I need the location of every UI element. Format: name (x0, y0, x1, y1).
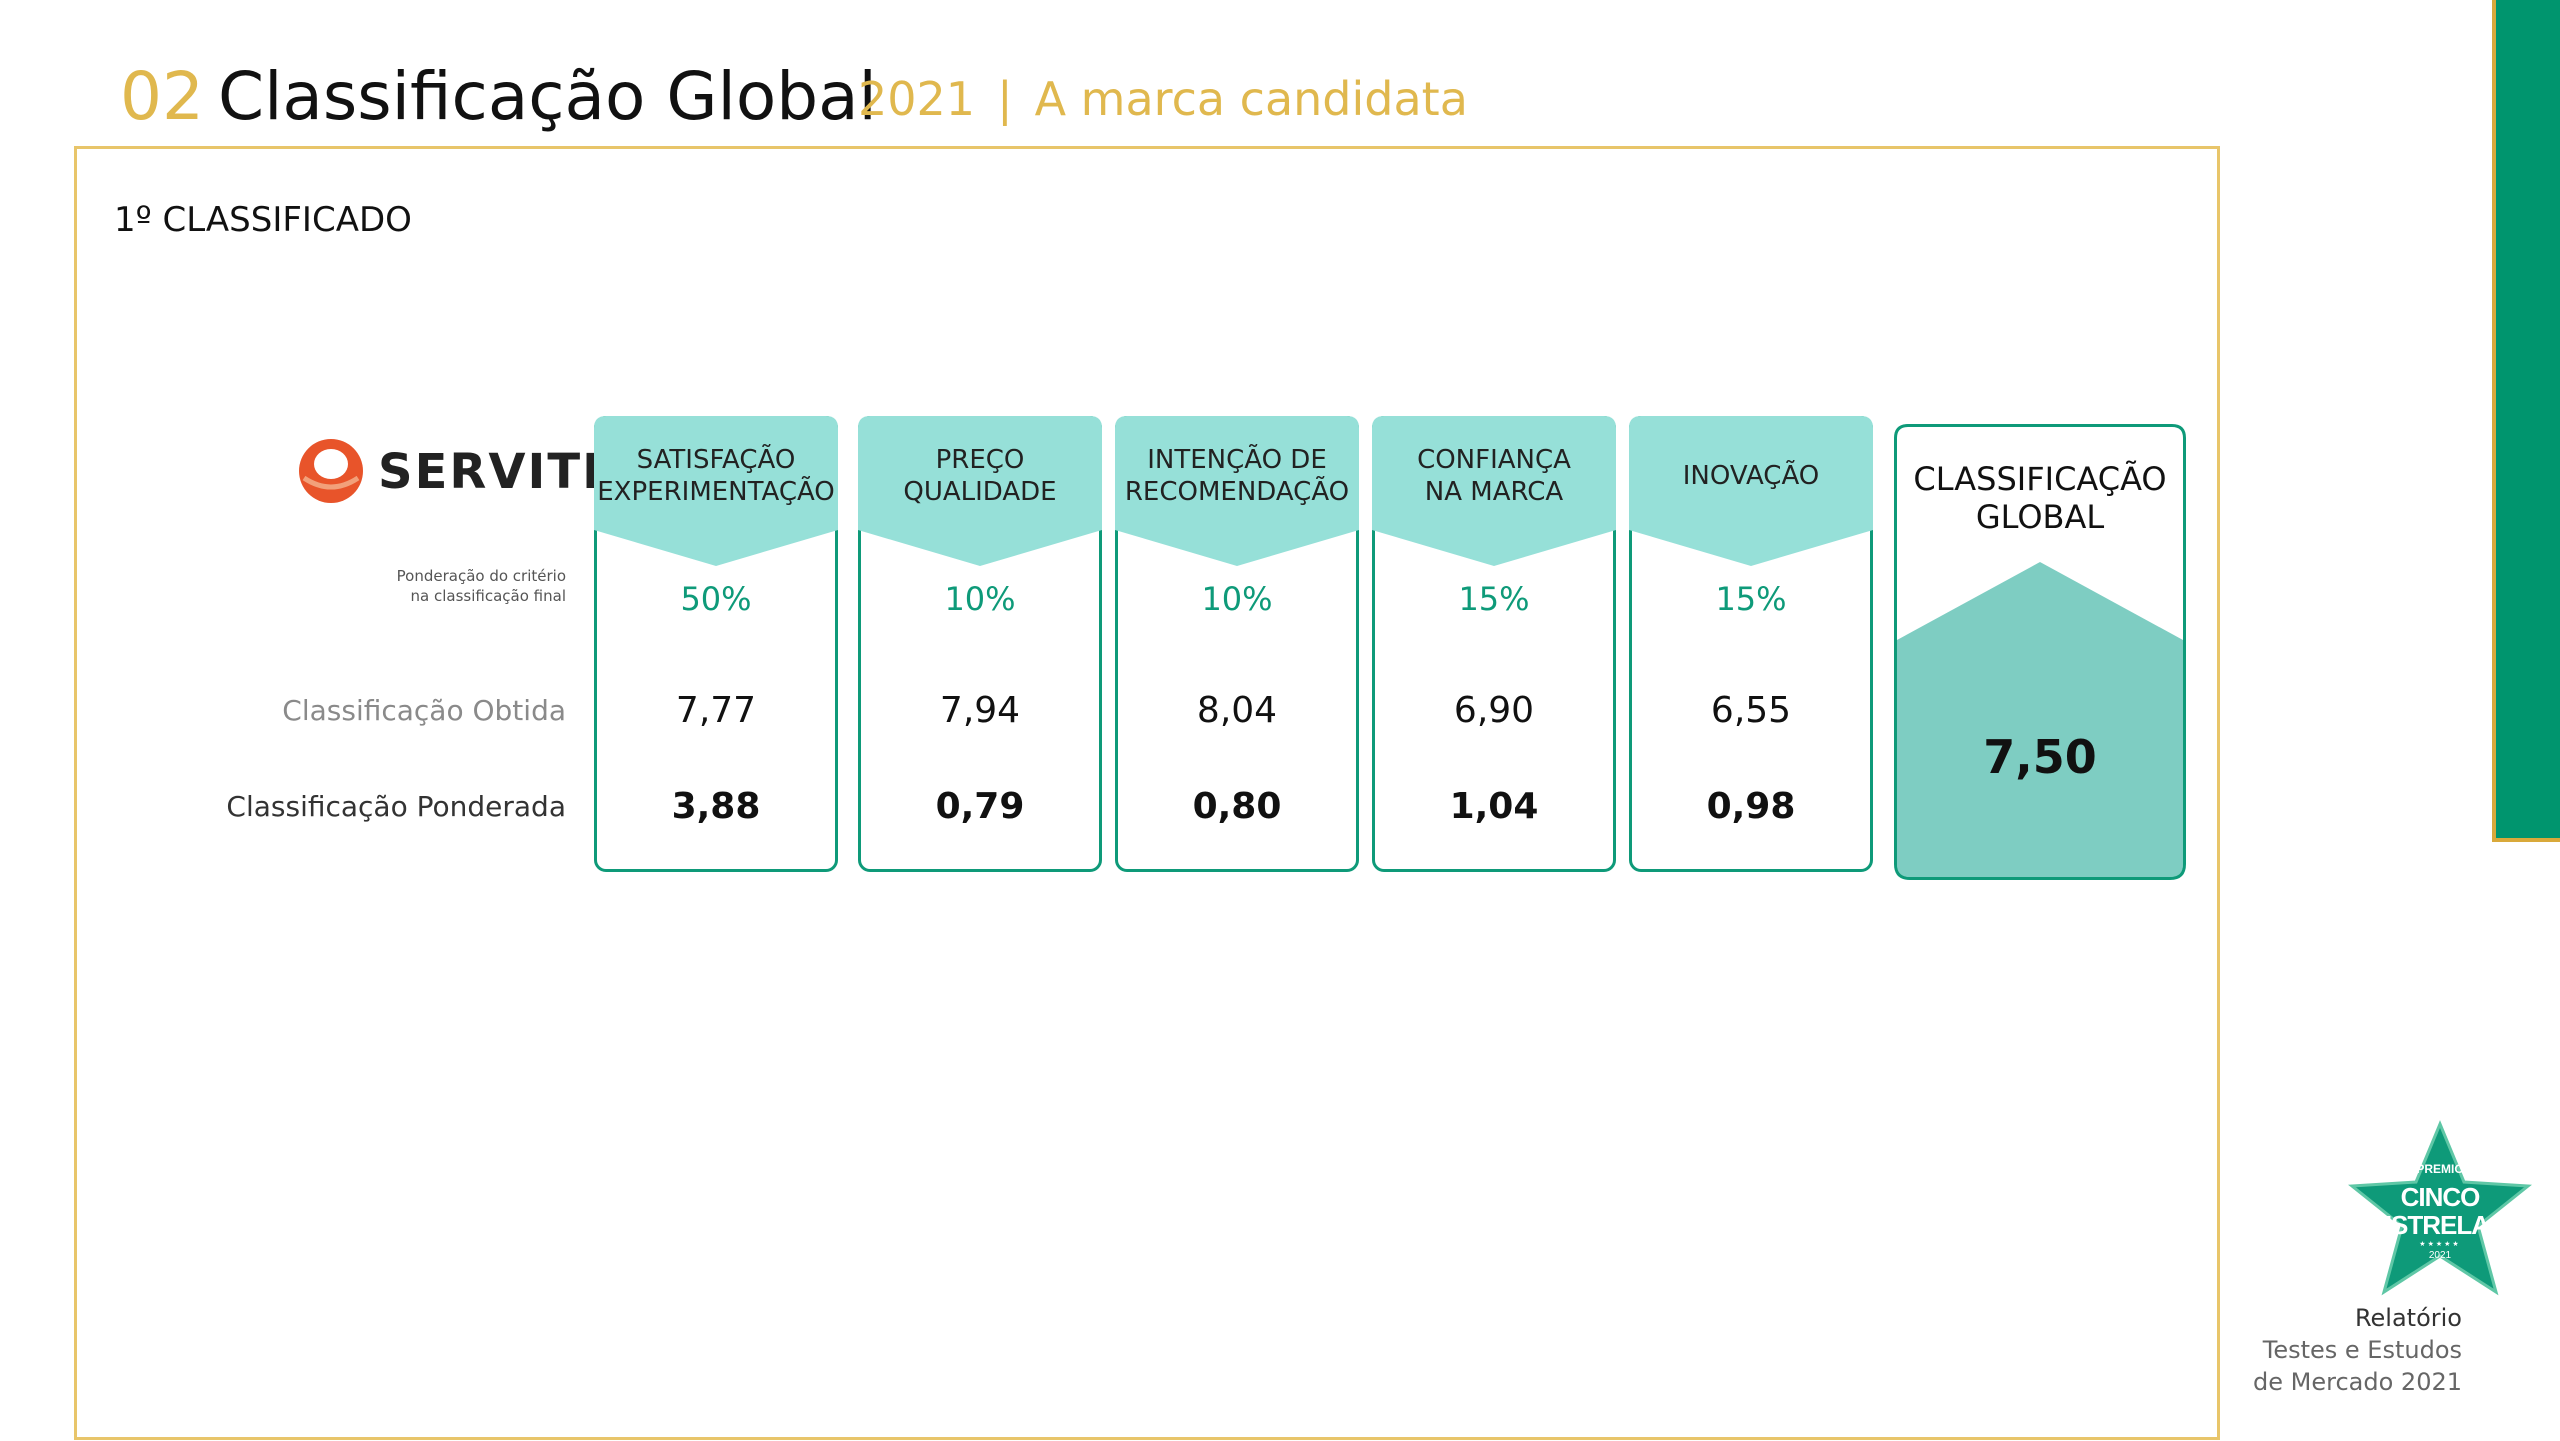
weighted-row-label: Classificação Ponderada (226, 790, 566, 823)
global-value: 7,50 (1983, 730, 2097, 784)
subtitle-separator: | (997, 72, 1013, 126)
subtitle: 2021 | A marca candidata (858, 72, 1468, 126)
card-title: SATISFAÇÃO EXPERIMENTAÇÃO (594, 444, 838, 508)
card-obtained: 6,55 (1710, 690, 1792, 731)
card-weighted: 1,04 (1449, 786, 1539, 827)
card-weighted: 0,79 (935, 786, 1025, 827)
card-banner (1629, 416, 1873, 566)
report-caption: Relatório Testes e Estudos de Mercado 20… (2253, 1302, 2462, 1398)
report-line1: Relatório (2354, 1304, 2462, 1332)
servitis-logo-icon (299, 439, 363, 503)
rank-label: 1º CLASSIFICADO (114, 200, 412, 240)
card-banner (858, 416, 1102, 566)
report-line3: de Mercado 2021 (2253, 1368, 2462, 1396)
global-title: CLASSIFICAÇÃO GLOBAL (1894, 460, 2186, 536)
content-frame (74, 146, 2220, 1440)
card-banner (1372, 416, 1616, 566)
card-weighted: 3,88 (671, 786, 761, 827)
card-title-line1: CONFIANÇA (1417, 445, 1571, 475)
card-weighted: 0,98 (1706, 786, 1796, 827)
section-number: 02 (120, 58, 204, 135)
card-weight: 15% (1458, 580, 1530, 618)
card-title: PREÇO QUALIDADE (858, 444, 1102, 508)
card-title-line2: NA MARCA (1424, 477, 1564, 507)
card-title-line2: EXPERIMENTAÇÃO (597, 477, 835, 507)
award-star-badge: PREMIO CINCO ESTRELAS ★★★★★ 2021 (2344, 1120, 2536, 1304)
weight-row-label: Ponderação do critério na classificação … (397, 566, 566, 606)
global-title-line2: GLOBAL (1975, 498, 2105, 536)
subtitle-text: A marca candidata (1034, 72, 1468, 126)
card-weight: 10% (944, 580, 1016, 618)
card-title-line2: QUALIDADE (903, 477, 1057, 507)
card-title-line1: INTENÇÃO DE (1147, 445, 1327, 475)
card-title-line1: SATISFAÇÃO (636, 445, 796, 475)
award-line1: CINCO (2400, 1182, 2481, 1212)
award-line2: ESTRELAS (2374, 1210, 2507, 1240)
card-obtained: 6,90 (1453, 690, 1535, 731)
criterion-card-preco: PREÇO QUALIDADE 10% 7,94 0,79 (858, 416, 1102, 872)
card-obtained: 8,04 (1196, 690, 1278, 731)
global-title-line1: CLASSIFICAÇÃO (1913, 460, 2167, 498)
card-banner (1115, 416, 1359, 566)
weight-label-line2: na classificação final (410, 587, 566, 605)
card-weight: 10% (1201, 580, 1273, 618)
card-title-line1: INOVAÇÃO (1682, 461, 1820, 491)
side-accent-bar (2492, 0, 2560, 842)
brand-name: SERVITIS (378, 444, 639, 500)
criterion-card-inovacao: INOVAÇÃO 15% 6,55 0,98 (1629, 416, 1873, 872)
award-star-icon (2348, 1120, 2532, 1296)
card-title: INTENÇÃO DE RECOMENDAÇÃO (1115, 444, 1359, 508)
card-banner (594, 416, 838, 566)
card-weight: 50% (680, 580, 752, 618)
criterion-card-intencao: INTENÇÃO DE RECOMENDAÇÃO 10% 8,04 0,80 (1115, 416, 1359, 872)
obtained-row-label: Classificação Obtida (282, 694, 566, 727)
award-year: 2021 (2428, 1250, 2452, 1261)
criterion-card-satisfacao: SATISFAÇÃO EXPERIMENTAÇÃO 50% 7,77 3,88 (594, 416, 838, 872)
global-classification-card: CLASSIFICAÇÃO GLOBAL 7,50 (1894, 424, 2186, 880)
card-weighted: 0,80 (1192, 786, 1282, 827)
card-obtained: 7,94 (939, 690, 1021, 731)
subtitle-year: 2021 (858, 72, 976, 126)
card-title-line1: PREÇO (935, 445, 1025, 475)
card-title: CONFIANÇA NA MARCA (1372, 444, 1616, 508)
card-weight: 15% (1715, 580, 1787, 618)
card-title: INOVAÇÃO (1629, 460, 1873, 492)
report-line2: Testes e Estudos (2262, 1336, 2462, 1364)
award-stars: ★★★★★ (2419, 1241, 2461, 1248)
award-top: PREMIO (2416, 1162, 2464, 1176)
card-obtained: 7,77 (675, 690, 757, 731)
global-card-shape (1894, 424, 2186, 880)
criterion-card-confianca: CONFIANÇA NA MARCA 15% 6,90 1,04 (1372, 416, 1616, 872)
card-title-line2: RECOMENDAÇÃO (1124, 477, 1350, 507)
section-title: Classificação Global (217, 58, 877, 135)
brand-logo: SERVITIS (298, 434, 637, 508)
weight-label-line1: Ponderação do critério (396, 567, 566, 585)
page-header: 02 Classificação Global (120, 58, 877, 138)
